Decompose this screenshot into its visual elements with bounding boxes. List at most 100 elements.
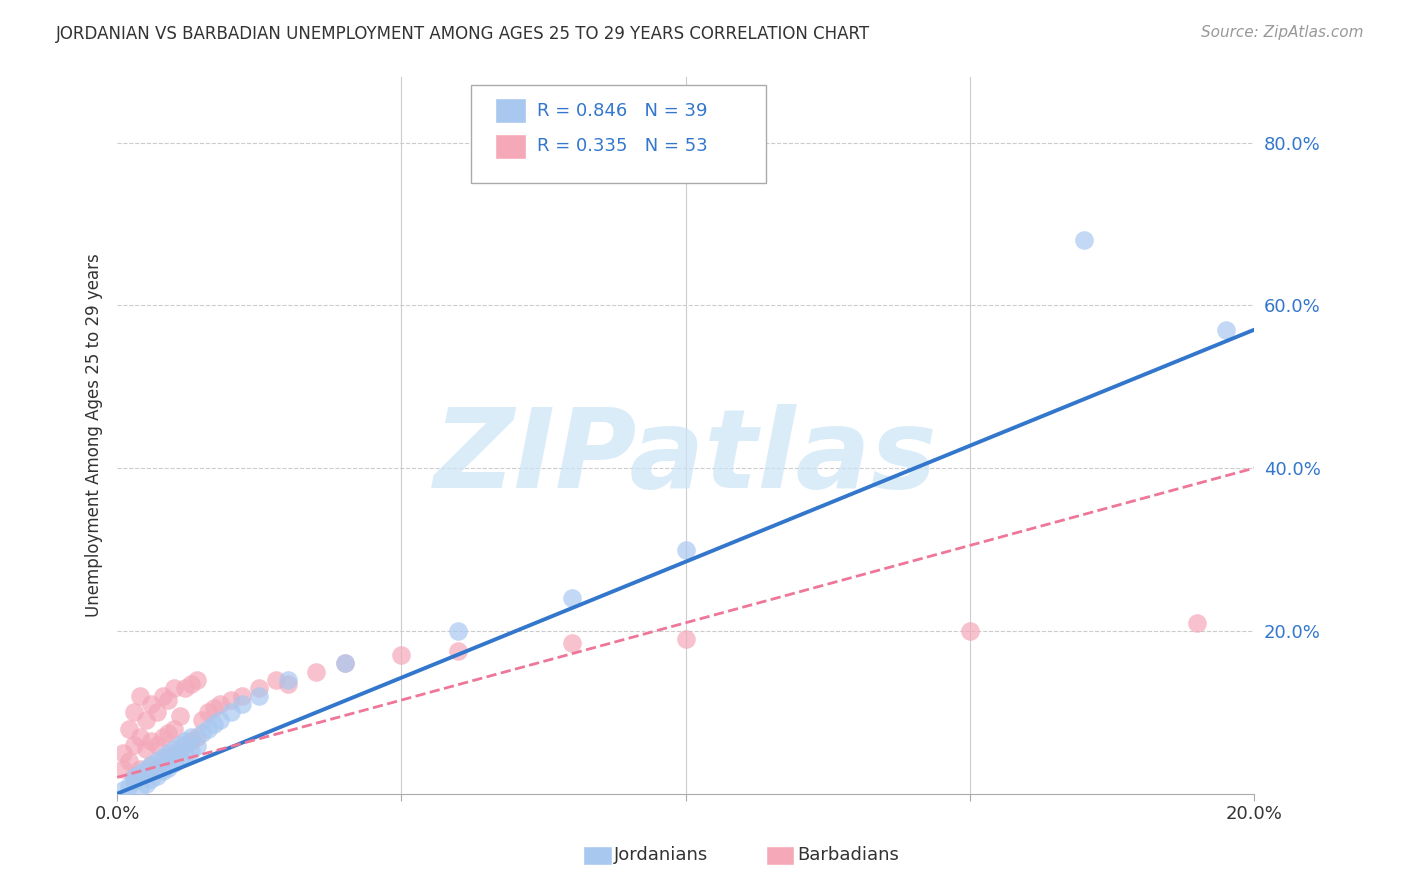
Point xyxy=(675,542,697,557)
Point xyxy=(202,717,225,731)
Point xyxy=(1073,233,1095,247)
Point xyxy=(122,706,145,720)
Point xyxy=(163,742,186,756)
Point xyxy=(231,697,253,711)
Text: R = 0.335   N = 53: R = 0.335 N = 53 xyxy=(537,137,707,155)
Point xyxy=(169,752,191,766)
Point xyxy=(163,681,186,695)
Point xyxy=(141,772,163,786)
Text: Barbadians: Barbadians xyxy=(797,847,898,864)
Point xyxy=(141,697,163,711)
Point xyxy=(169,709,191,723)
Point xyxy=(157,750,180,764)
Point xyxy=(117,779,139,793)
Point xyxy=(391,648,413,663)
Point xyxy=(157,761,180,775)
Point xyxy=(122,771,145,785)
Point xyxy=(129,689,152,703)
Point xyxy=(333,657,356,671)
Point xyxy=(152,689,174,703)
Point xyxy=(186,673,208,687)
Point xyxy=(141,733,163,747)
Point xyxy=(117,722,139,736)
Point xyxy=(111,746,134,760)
Text: Jordanians: Jordanians xyxy=(614,847,709,864)
Point xyxy=(561,636,583,650)
Point xyxy=(146,754,169,768)
Point xyxy=(111,762,134,776)
Point xyxy=(247,689,270,703)
Point xyxy=(129,762,152,776)
Point xyxy=(180,677,202,691)
Point xyxy=(157,746,180,760)
Point xyxy=(129,766,152,780)
Point xyxy=(146,769,169,783)
Point xyxy=(959,624,981,638)
Point xyxy=(129,730,152,744)
Point xyxy=(197,706,219,720)
Point xyxy=(152,730,174,744)
Y-axis label: Unemployment Among Ages 25 to 29 years: Unemployment Among Ages 25 to 29 years xyxy=(86,253,103,617)
Point xyxy=(333,657,356,671)
Point xyxy=(447,624,470,638)
Point xyxy=(191,714,214,728)
Text: ZIPatlas: ZIPatlas xyxy=(434,403,938,510)
Point xyxy=(169,738,191,752)
Point xyxy=(169,742,191,756)
Point xyxy=(122,738,145,752)
Point xyxy=(141,758,163,772)
Point xyxy=(146,762,169,776)
Point xyxy=(135,762,157,776)
Point xyxy=(122,771,145,785)
Point xyxy=(191,725,214,739)
Point xyxy=(675,632,697,646)
Point xyxy=(141,758,163,772)
Point xyxy=(208,714,231,728)
Point xyxy=(135,714,157,728)
Point xyxy=(208,697,231,711)
Point xyxy=(1187,615,1209,630)
Point xyxy=(180,744,202,758)
Point xyxy=(174,747,197,762)
Point xyxy=(129,780,152,794)
Point xyxy=(122,774,145,789)
Point xyxy=(135,777,157,791)
Point xyxy=(186,730,208,744)
Point xyxy=(157,693,180,707)
Point xyxy=(305,665,328,679)
Point xyxy=(277,677,299,691)
Point xyxy=(174,733,197,747)
Point xyxy=(152,764,174,778)
Point xyxy=(180,730,202,744)
Point xyxy=(219,693,242,707)
Point xyxy=(1215,323,1237,337)
Point xyxy=(561,591,583,606)
Point xyxy=(277,673,299,687)
Point xyxy=(117,754,139,768)
Point xyxy=(202,701,225,715)
Point xyxy=(174,681,197,695)
Point xyxy=(152,754,174,768)
Point xyxy=(163,746,186,760)
Point xyxy=(231,689,253,703)
Point xyxy=(163,722,186,736)
Point xyxy=(135,742,157,756)
Text: Source: ZipAtlas.com: Source: ZipAtlas.com xyxy=(1201,25,1364,40)
Point xyxy=(174,738,197,752)
Point xyxy=(111,782,134,797)
Point xyxy=(152,750,174,764)
Point xyxy=(163,756,186,770)
Text: JORDANIAN VS BARBADIAN UNEMPLOYMENT AMONG AGES 25 TO 29 YEARS CORRELATION CHART: JORDANIAN VS BARBADIAN UNEMPLOYMENT AMON… xyxy=(56,25,870,43)
Point xyxy=(135,766,157,780)
Point xyxy=(180,733,202,747)
Point xyxy=(247,681,270,695)
Point xyxy=(447,644,470,658)
Text: R = 0.846   N = 39: R = 0.846 N = 39 xyxy=(537,102,707,120)
Point xyxy=(266,673,288,687)
Point xyxy=(186,739,208,754)
Point xyxy=(197,722,219,736)
Point xyxy=(146,738,169,752)
Point xyxy=(219,706,242,720)
Point xyxy=(157,725,180,739)
Point xyxy=(146,706,169,720)
